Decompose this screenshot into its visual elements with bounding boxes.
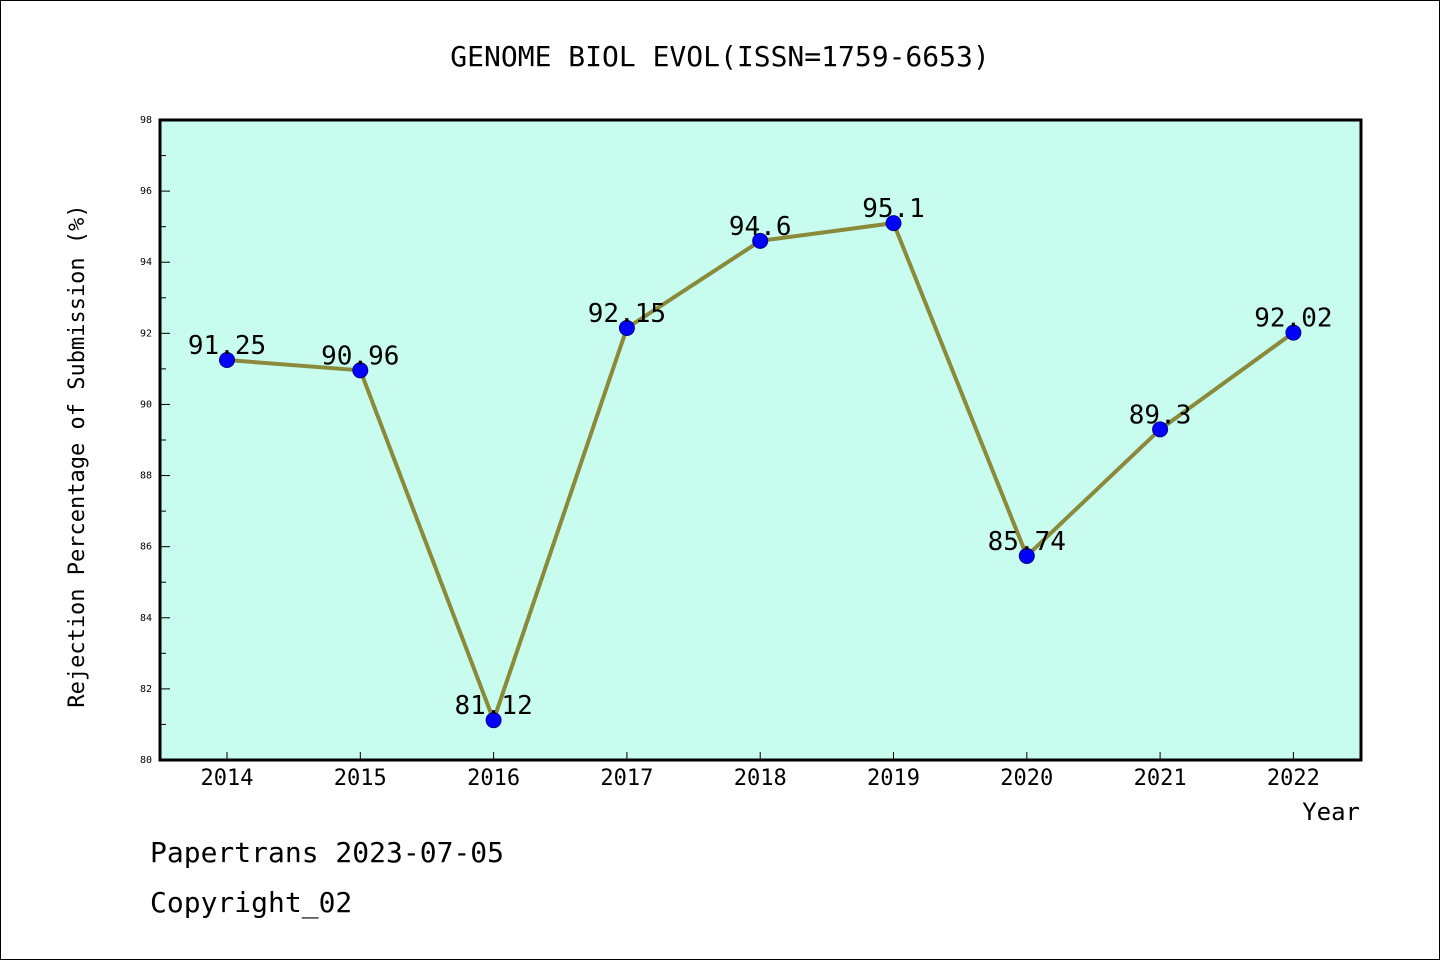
y-tick-label: 84 bbox=[140, 613, 152, 624]
data-point bbox=[1285, 324, 1302, 341]
data-label: 85.74 bbox=[988, 527, 1066, 557]
x-tick-label: 2016 bbox=[467, 766, 520, 791]
x-tick-label: 2017 bbox=[600, 766, 653, 791]
y-tick-label: 90 bbox=[140, 399, 152, 410]
y-axis: 80 82 84 86 88 90 92 94 96 98 bbox=[140, 115, 170, 766]
data-point bbox=[485, 712, 502, 729]
data-point bbox=[1152, 421, 1169, 438]
y-tick-label: 82 bbox=[140, 684, 152, 695]
data-labels: 91.25 90.96 81.12 92.15 94.6 95.1 85.74 89.3 92.… bbox=[188, 194, 1333, 721]
data-label: 90.96 bbox=[321, 341, 399, 371]
footer-copyright: Copyright_02 bbox=[150, 886, 353, 919]
data-label: 92.15 bbox=[588, 299, 666, 329]
y-tick-label: 88 bbox=[140, 471, 152, 482]
x-tick-label: 2022 bbox=[1267, 766, 1320, 791]
data-point bbox=[752, 232, 769, 249]
data-point bbox=[618, 320, 635, 336]
y-tick-label: 98 bbox=[140, 115, 152, 126]
y-axis-label: Rejection Percentage of Submission (%) bbox=[65, 204, 90, 707]
data-points bbox=[219, 215, 1302, 729]
x-tick-label: 2014 bbox=[201, 766, 254, 791]
data-label: 81.12 bbox=[454, 691, 532, 721]
y-tick-label: 80 bbox=[140, 755, 152, 766]
x-tick-label: 2018 bbox=[734, 766, 787, 791]
x-axis: 2014 2015 2016 2017 2018 2019 2020 2021 2022 bbox=[201, 752, 1320, 791]
y-tick-label: 86 bbox=[140, 542, 152, 553]
data-label: 95.1 bbox=[862, 194, 925, 224]
footer-date: Papertrans 2023-07-05 bbox=[150, 836, 505, 869]
x-axis-label: Year bbox=[1302, 798, 1360, 826]
data-point bbox=[885, 215, 902, 232]
chart-title: GENOME BIOL EVOL(ISSN=1759-6653) bbox=[450, 40, 989, 73]
plot-area bbox=[158, 118, 1363, 762]
x-tick-label: 2020 bbox=[1000, 766, 1053, 791]
x-tick-label: 2021 bbox=[1134, 766, 1187, 791]
x-tick-label: 2019 bbox=[867, 766, 920, 791]
data-label: 92.02 bbox=[1254, 304, 1332, 334]
data-point bbox=[219, 352, 235, 368]
data-point bbox=[352, 362, 369, 379]
x-tick-label: 2015 bbox=[334, 766, 387, 791]
data-label: 89.3 bbox=[1129, 400, 1192, 430]
data-point bbox=[1018, 547, 1035, 564]
data-label: 94.6 bbox=[729, 212, 792, 242]
y-tick-label: 94 bbox=[140, 257, 152, 268]
y-tick-label: 96 bbox=[140, 186, 152, 197]
y-tick-label: 92 bbox=[140, 328, 152, 339]
data-label: 91.25 bbox=[188, 331, 266, 361]
